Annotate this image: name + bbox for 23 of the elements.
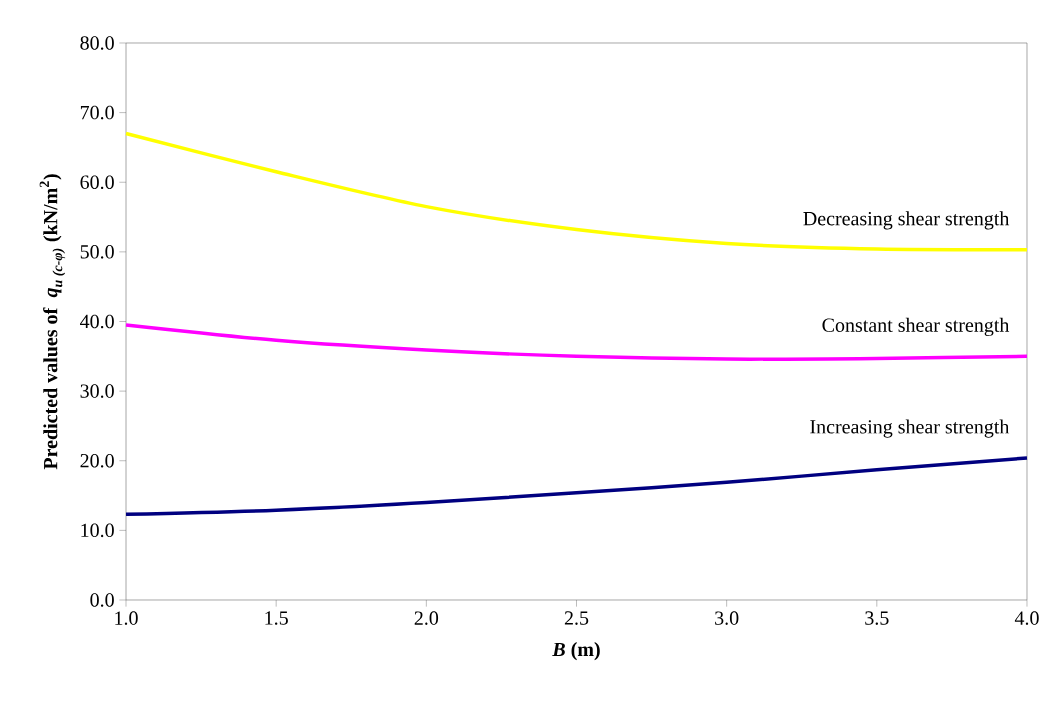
- y-tick-label: 80.0: [80, 36, 114, 50]
- y-tick-label: 20.0: [80, 453, 114, 468]
- y-tick-label: 60.0: [80, 175, 114, 190]
- y-tick-label: 10.0: [81, 523, 114, 538]
- y-tick-label: 0.0: [90, 593, 114, 607]
- x-axis-title: B (m): [552, 642, 600, 661]
- y-tick-label: 30.0: [80, 384, 114, 398]
- x-tick-label: 4.0: [1014, 611, 1039, 625]
- series-label: Increasing shear strength: [810, 419, 1010, 438]
- line-series: [124, 131, 1029, 252]
- x-tick-label: 2.0: [414, 611, 439, 625]
- y-tick-label: 50.0: [80, 245, 114, 259]
- x-tick-label: 3.0: [715, 611, 739, 625]
- series-label: Decreasing shear strength: [803, 211, 1010, 230]
- x-tick-label: 1.5: [265, 611, 288, 625]
- x-tick-label: 3.5: [865, 611, 889, 625]
- series-label: Constant shear strength: [822, 317, 1010, 337]
- x-tick-label: 1.0: [115, 611, 138, 625]
- y-tick-label: 70.0: [80, 105, 114, 120]
- x-tick-label: 2.5: [564, 611, 589, 625]
- y-tick-label: 40.0: [80, 314, 114, 329]
- y-axis-title: $\text{Predicted values of }\; \text{\itshape q}_{\text{\itshape u (c-φ)}}\ \text{(kN/m}^{\text{2}}\text{)}$: [39, 174, 66, 470]
- line-series: [124, 456, 1029, 517]
